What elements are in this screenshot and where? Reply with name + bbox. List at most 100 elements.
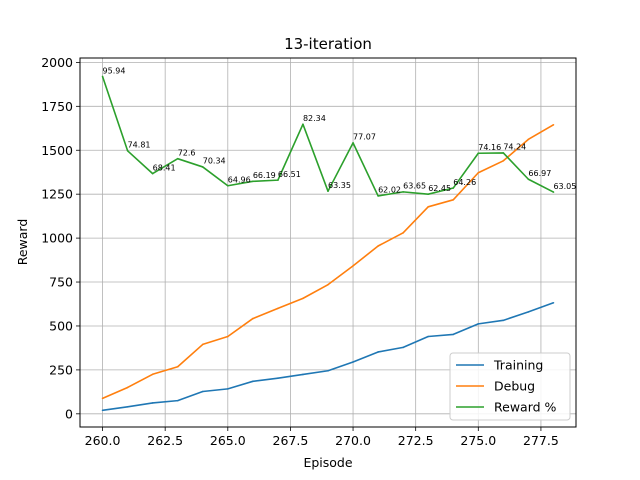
data-point-training <box>201 390 204 393</box>
y-tick-label: 1500 <box>41 143 73 158</box>
data-label: 62.02 <box>378 186 401 195</box>
data-point-training <box>552 301 555 304</box>
legend-label-reward: Reward % <box>494 400 557 415</box>
x-tick-label: 272.5 <box>398 433 434 448</box>
data-label: 68.41 <box>153 163 176 172</box>
data-label: 64.26 <box>453 178 476 187</box>
data-point-reward <box>352 142 354 144</box>
chart-title: 13-iteration <box>284 35 372 53</box>
y-tick-label: 1750 <box>41 99 73 114</box>
data-point-reward <box>502 152 505 154</box>
data-label: 74.24 <box>503 143 526 152</box>
data-point-training <box>427 335 430 338</box>
x-tick-label: 262.5 <box>147 433 183 448</box>
data-label: 74.81 <box>128 141 151 150</box>
data-point-debug <box>277 307 279 310</box>
x-tick-label: 277.5 <box>523 433 559 448</box>
data-point-reward <box>552 191 555 193</box>
data-label: 63.65 <box>403 182 426 191</box>
data-point-debug <box>151 373 154 376</box>
data-label: 74.16 <box>478 143 501 152</box>
data-point-reward <box>126 149 129 152</box>
plot-frame <box>79 57 577 428</box>
y-tick-label: 1000 <box>41 231 73 246</box>
data-label: 64.96 <box>228 176 251 185</box>
y-tick-label: 250 <box>49 362 73 377</box>
y-axis-label: Reward <box>15 219 30 266</box>
data-point-debug <box>327 283 329 286</box>
data-point-debug <box>352 265 354 267</box>
data-label: 66.19 <box>253 171 276 180</box>
data-point-training <box>452 333 455 336</box>
data-point-reward <box>452 187 455 189</box>
data-point-debug <box>176 365 179 368</box>
data-point-reward <box>402 191 404 193</box>
data-point-training <box>477 323 480 325</box>
data-point-debug <box>427 206 430 208</box>
legend-label-training: Training <box>493 358 543 373</box>
data-label: 70.34 <box>203 157 226 166</box>
data-point-reward <box>377 195 379 197</box>
data-point-reward <box>176 157 179 160</box>
y-tick-label: 500 <box>49 318 73 333</box>
data-point-debug <box>201 343 204 346</box>
data-label: 72.6 <box>178 148 196 157</box>
data-point-debug <box>377 245 379 247</box>
data-point-debug <box>252 317 254 320</box>
x-axis-label: Episode <box>303 455 352 470</box>
data-point-training <box>176 399 179 402</box>
data-point-reward <box>226 184 229 187</box>
legend-label-debug: Debug <box>494 379 535 394</box>
data-point-reward <box>101 75 104 78</box>
data-point-reward <box>277 179 279 181</box>
data-point-reward <box>302 123 304 126</box>
data-point-training <box>252 380 254 383</box>
data-point-training <box>226 388 229 390</box>
data-label: 82.34 <box>303 114 326 123</box>
y-tick-label: 1250 <box>41 187 73 202</box>
data-point-debug <box>502 159 505 162</box>
x-tick-label: 267.5 <box>273 433 309 448</box>
data-point-debug <box>552 123 555 126</box>
data-label: 63.05 <box>553 182 576 191</box>
data-point-debug <box>226 335 229 338</box>
series-lines <box>101 75 555 412</box>
data-point-training <box>151 402 154 404</box>
data-point-training <box>277 377 279 379</box>
data-point-reward <box>427 193 430 195</box>
data-point-reward <box>327 190 329 192</box>
data-point-training <box>377 351 379 353</box>
data-label: 62.45 <box>428 184 451 193</box>
data-point-debug <box>477 171 480 174</box>
x-tick-label: 265.0 <box>210 433 246 448</box>
legend-box <box>449 352 571 421</box>
data-point-debug <box>302 297 304 300</box>
data-label: 77.07 <box>353 133 376 142</box>
data-point-reward <box>151 172 154 175</box>
data-label: 95.94 <box>103 66 126 75</box>
y-tick-label: 0 <box>65 406 73 421</box>
data-point-debug <box>101 397 104 400</box>
x-tick-label: 270.0 <box>335 433 371 448</box>
data-point-training <box>302 373 304 376</box>
data-point-training <box>101 409 104 412</box>
data-point-training <box>527 311 530 313</box>
data-point-reward <box>252 180 254 183</box>
data-point-debug <box>126 386 129 389</box>
data-point-training <box>126 405 129 408</box>
axis-ticks: 260.0 262.5 265.0 267.5 270.0 272.5 275.0 277.5… <box>41 55 559 448</box>
y-tick-label: 2000 <box>41 55 73 70</box>
data-point-debug <box>402 232 404 234</box>
data-point-debug <box>452 199 455 201</box>
data-label: 66.97 <box>528 169 551 178</box>
data-point-reward <box>527 178 530 181</box>
x-tick-label: 275.0 <box>460 433 496 448</box>
legend: Training Debug Reward % <box>449 352 571 421</box>
data-point-training <box>352 361 354 363</box>
data-point-reward <box>477 152 480 155</box>
data-point-training <box>502 319 505 322</box>
x-tick-label: 260.0 <box>85 433 121 448</box>
y-tick-label: 750 <box>49 275 73 290</box>
